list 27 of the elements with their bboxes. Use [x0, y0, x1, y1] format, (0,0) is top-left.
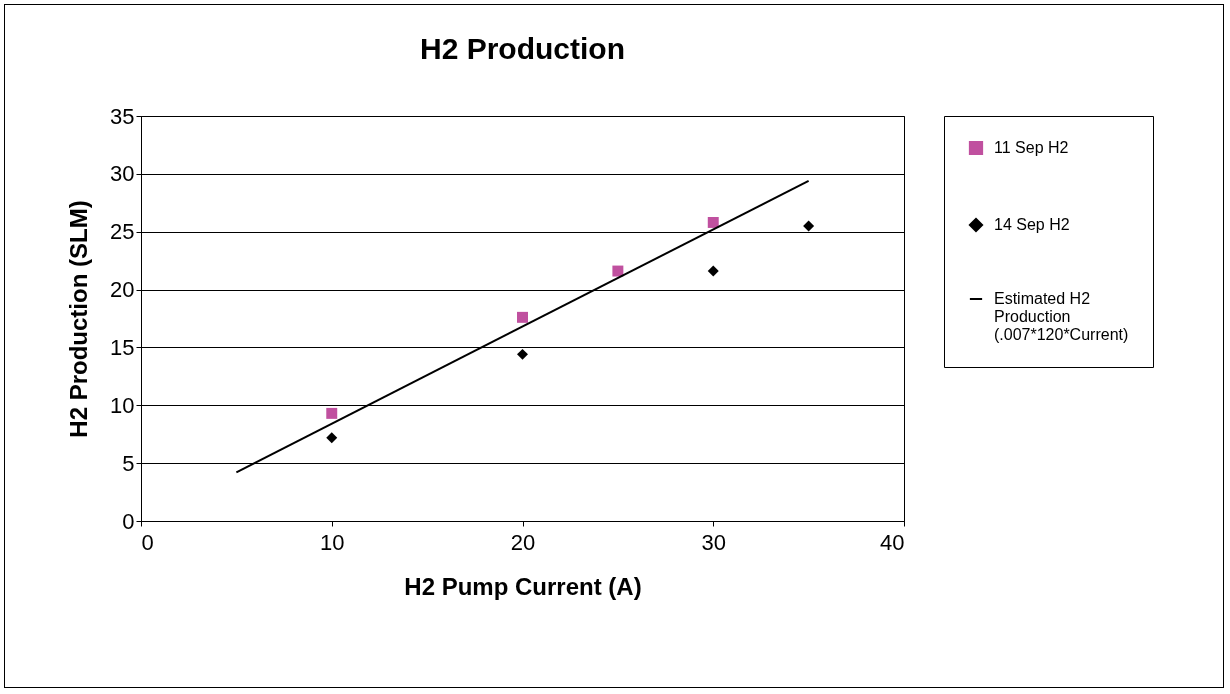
- y-tick-label: 0: [122, 508, 135, 534]
- y-tick-label: 10: [110, 392, 135, 418]
- point: [707, 265, 719, 277]
- point: [326, 407, 338, 419]
- legend-label: 11 Sep H2: [994, 139, 1069, 156]
- y-tick-label: 15: [110, 334, 135, 360]
- point: [326, 432, 338, 444]
- x-tick-label: 40: [880, 529, 905, 555]
- legend-label: Estimated H2 Production (.007*120*Current): [994, 290, 1129, 343]
- point: [707, 216, 719, 228]
- x-axis-title: H2 Pump Current (A): [404, 572, 642, 600]
- point: [517, 348, 528, 360]
- point: [612, 265, 624, 277]
- x-tick-label: 20: [510, 529, 536, 555]
- y-tick-label: 35: [110, 103, 135, 129]
- point: [803, 220, 815, 232]
- x-tick-label: 30: [701, 529, 726, 555]
- x-tick-label: 0: [141, 529, 154, 555]
- x-tick-label: 10: [320, 529, 345, 555]
- point: [517, 311, 528, 323]
- y-tick-label: 25: [110, 219, 135, 245]
- y-tick-label: 5: [122, 450, 135, 476]
- legend-label: 14 Sep H2: [994, 216, 1070, 233]
- y-axis-title: H2 Production (SLM): [65, 200, 93, 438]
- y-tick-label: 20: [110, 277, 135, 303]
- chart-title: H2 Production: [419, 32, 626, 65]
- y-tick-label: 30: [110, 161, 135, 187]
